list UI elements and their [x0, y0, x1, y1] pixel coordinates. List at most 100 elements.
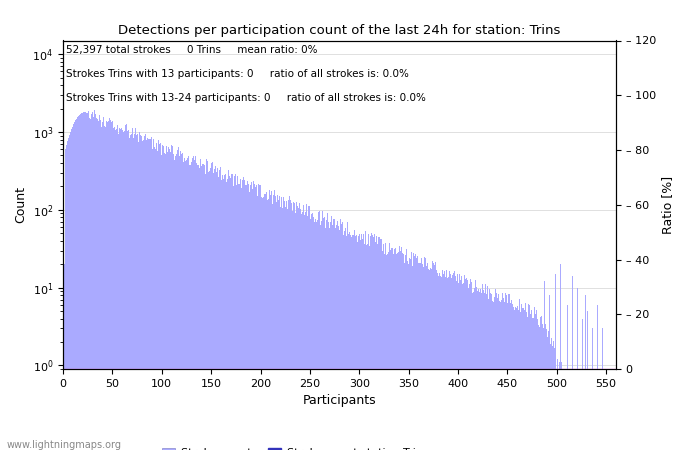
Bar	[214, 169, 215, 450]
Bar	[95, 114, 96, 450]
Bar	[473, 292, 475, 450]
Bar	[171, 145, 172, 450]
Bar	[496, 293, 497, 450]
Bar	[327, 213, 328, 450]
Bar	[164, 153, 165, 450]
Bar	[97, 119, 98, 450]
Bar	[487, 286, 488, 450]
Bar	[149, 139, 150, 450]
Bar	[177, 150, 178, 450]
Bar	[193, 156, 194, 450]
Bar	[561, 362, 562, 450]
Bar	[292, 211, 293, 450]
Bar	[162, 145, 163, 450]
Bar	[547, 337, 548, 450]
Bar	[334, 219, 335, 450]
Bar	[344, 231, 345, 450]
Bar	[203, 164, 204, 450]
Bar	[111, 122, 112, 450]
Bar	[392, 248, 393, 450]
Bar	[89, 117, 90, 450]
Bar	[449, 274, 451, 450]
Bar	[602, 328, 603, 450]
Bar	[483, 290, 484, 450]
Bar	[170, 152, 171, 450]
Bar	[79, 115, 81, 450]
Bar	[454, 275, 456, 450]
Bar	[302, 212, 304, 450]
Bar	[382, 251, 384, 450]
Bar	[161, 154, 162, 450]
Bar	[178, 147, 179, 450]
Bar	[92, 112, 93, 450]
Bar	[350, 235, 351, 450]
Bar	[269, 190, 270, 450]
Bar	[459, 274, 461, 450]
Bar	[427, 262, 428, 450]
Bar	[175, 156, 176, 450]
Bar	[290, 203, 292, 450]
Bar	[98, 121, 99, 450]
Bar	[263, 198, 264, 450]
Bar	[508, 294, 509, 450]
Bar	[307, 216, 309, 450]
Bar	[341, 224, 342, 450]
Bar	[336, 225, 337, 450]
Bar	[545, 324, 547, 450]
Bar	[530, 314, 531, 450]
Bar	[146, 140, 148, 450]
Bar	[367, 244, 368, 450]
Bar	[67, 141, 69, 450]
Bar	[81, 113, 83, 450]
Bar	[379, 237, 381, 450]
Bar	[106, 121, 107, 450]
Bar	[370, 233, 372, 450]
Bar	[85, 112, 86, 450]
Bar	[279, 196, 280, 450]
Bar	[132, 138, 134, 450]
Bar	[407, 261, 408, 450]
Bar	[99, 115, 100, 450]
Bar	[141, 140, 143, 450]
Bar	[121, 128, 122, 450]
Bar	[259, 185, 260, 450]
Bar	[329, 228, 330, 450]
Bar	[83, 112, 84, 450]
Bar	[557, 359, 558, 450]
Bar	[173, 154, 174, 450]
Bar	[446, 270, 447, 450]
Bar	[410, 259, 411, 450]
Bar	[241, 188, 242, 450]
Bar	[102, 122, 103, 450]
Bar	[201, 166, 202, 450]
Bar	[315, 219, 316, 450]
Bar	[309, 207, 310, 450]
Bar	[192, 158, 193, 450]
Bar	[596, 305, 598, 450]
Bar	[144, 136, 146, 450]
Title: Detections per participation count of the last 24h for station: Trins: Detections per participation count of th…	[118, 23, 561, 36]
Bar	[412, 266, 413, 450]
Bar	[403, 254, 404, 450]
Bar	[250, 184, 251, 450]
Bar	[154, 147, 155, 450]
Bar	[103, 117, 104, 450]
Bar	[505, 293, 506, 450]
Bar	[514, 307, 516, 450]
Bar	[167, 152, 168, 450]
Bar	[248, 184, 249, 450]
Bar	[425, 258, 426, 450]
Bar	[278, 200, 279, 450]
Bar	[316, 222, 317, 450]
Bar	[340, 220, 341, 450]
Bar	[270, 195, 271, 450]
Bar	[204, 174, 206, 450]
Bar	[211, 162, 213, 450]
Bar	[168, 147, 169, 450]
Bar	[587, 311, 588, 450]
Bar	[223, 179, 225, 450]
Bar	[265, 194, 266, 450]
Bar	[287, 209, 288, 450]
Bar	[461, 276, 463, 450]
Bar	[220, 166, 221, 450]
